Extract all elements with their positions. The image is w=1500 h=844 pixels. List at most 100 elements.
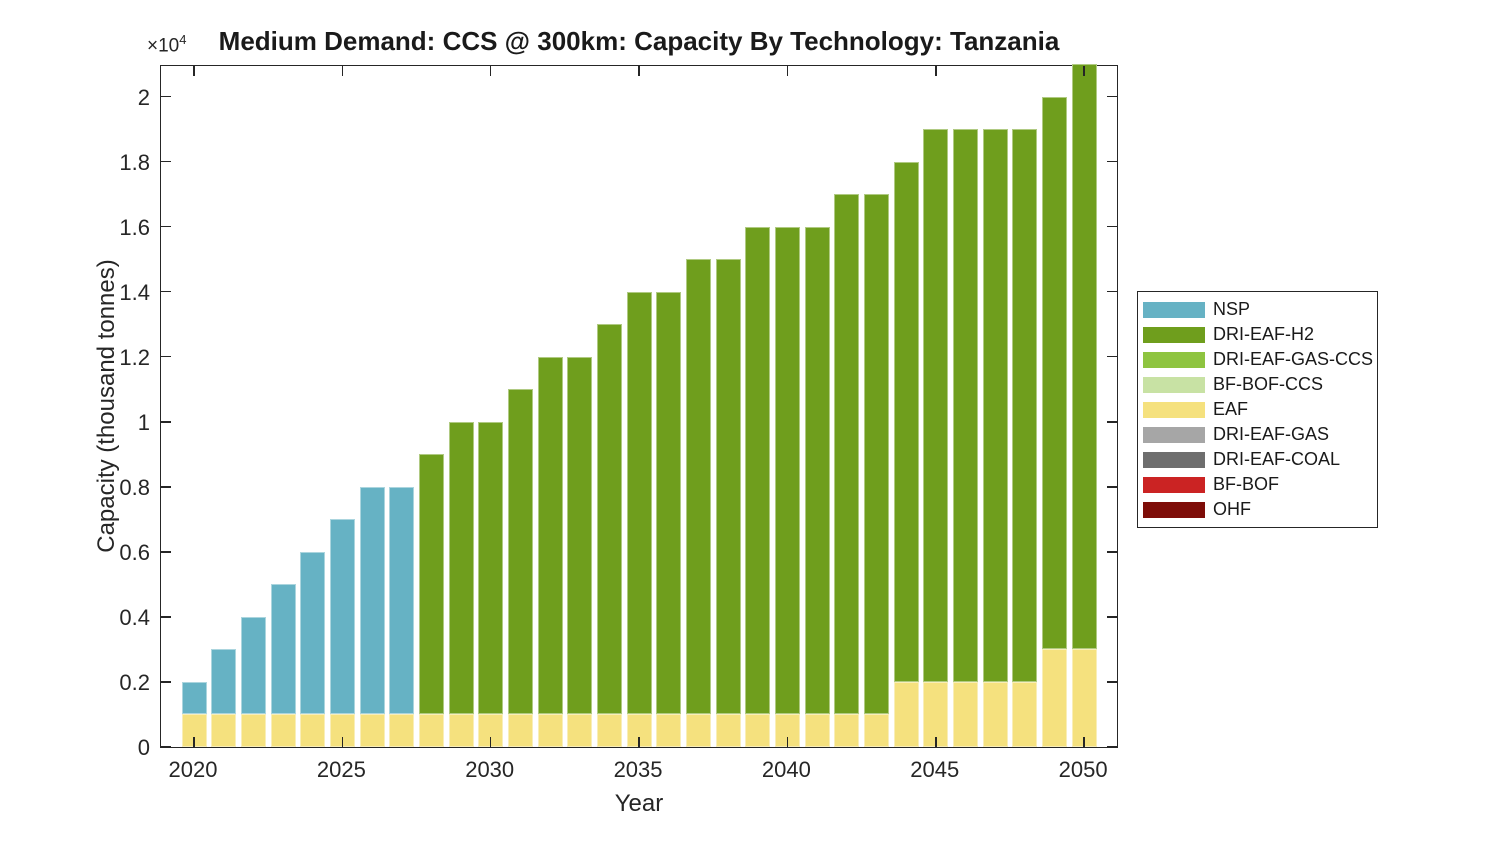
y-tick-left <box>161 160 171 163</box>
bar-segment-2034-dri-eaf-h2 <box>596 324 622 715</box>
legend-label: DRI-EAF-GAS <box>1213 424 1330 444</box>
y-tick-label: 1.6 <box>119 214 150 240</box>
bar-segment-2046-dri-eaf-h2 <box>952 129 978 682</box>
bar-segment-2043-dri-eaf-h2 <box>863 194 889 715</box>
bar-segment-2020-nsp <box>181 681 207 715</box>
legend-label: BF-BOF-CCS <box>1213 374 1323 394</box>
bar-segment-2030-dri-eaf-h2 <box>478 421 504 715</box>
bar-segment-2028-eaf <box>418 714 444 747</box>
bar-segment-2039-dri-eaf-h2 <box>745 226 771 715</box>
bar-segment-2022-eaf <box>240 714 266 747</box>
x-tick-bottom <box>786 737 789 747</box>
y-tick-right <box>1107 681 1117 683</box>
y-tick-label: 0.4 <box>119 604 150 630</box>
bar-segment-2026-eaf <box>359 714 385 747</box>
y-multiplier-exponent: 4 <box>179 32 187 47</box>
legend-swatch-dri-eaf-gas-ccs <box>1143 351 1205 368</box>
x-tick-bottom <box>489 737 492 747</box>
y-tick-left <box>161 225 171 228</box>
bar-segment-2023-nsp <box>270 584 296 715</box>
x-tick-top <box>638 66 640 76</box>
x-tick-label: 2050 <box>1058 757 1108 782</box>
plot-area <box>160 64 1118 748</box>
bar-segment-2032-eaf <box>537 714 563 747</box>
y-tick-label: 1 <box>137 409 150 435</box>
x-tick-bottom <box>341 737 344 747</box>
y-tick-label: 0.2 <box>119 669 150 695</box>
y-tick-left <box>161 551 171 553</box>
legend-item-ohf: OHF <box>1143 499 1377 520</box>
bar-segment-2026-nsp <box>359 486 385 715</box>
y-tick-left <box>161 681 171 683</box>
y-axis-exponent-label: ×104 <box>147 32 186 57</box>
y-tick-right <box>1107 290 1117 293</box>
x-tick-top <box>786 66 789 76</box>
legend-item-bf-bof: BF-BOF <box>1143 474 1377 495</box>
legend-label: EAF <box>1213 399 1249 419</box>
x-tick-top <box>341 66 344 76</box>
x-tick-label: 2035 <box>613 757 663 782</box>
y-tick-label: 1.8 <box>119 149 150 175</box>
y-tick-label: 2 <box>137 84 150 110</box>
y-tick-left <box>161 486 171 488</box>
bar-segment-2043-eaf <box>863 714 889 747</box>
bar-segment-2035-dri-eaf-h2 <box>626 291 652 715</box>
bar-segment-2049-dri-eaf-h2 <box>1041 96 1067 650</box>
legend-item-dri-eaf-gas-ccs: DRI-EAF-GAS-CCS <box>1143 349 1377 370</box>
legend-label: DRI-EAF-COAL <box>1213 449 1341 469</box>
x-tick-label: 2040 <box>761 757 811 782</box>
bar-segment-2044-eaf <box>893 681 919 747</box>
bar-segment-2021-nsp <box>211 649 237 715</box>
x-tick-label: 2030 <box>465 757 515 782</box>
legend-label: DRI-EAF-GAS-CCS <box>1213 349 1374 369</box>
y-tick-right <box>1107 746 1117 748</box>
bar-segment-2022-nsp <box>240 616 266 715</box>
bar-segment-2038-eaf <box>715 714 741 747</box>
bar-segment-2029-eaf <box>448 714 474 747</box>
bar-segment-2048-eaf <box>1012 681 1038 747</box>
bar-segment-2041-dri-eaf-h2 <box>804 226 830 715</box>
bar-segment-2045-eaf <box>923 681 949 747</box>
y-tick-label: 1.4 <box>119 279 150 305</box>
bar-segment-2034-eaf <box>596 714 622 747</box>
x-tick-label: 2045 <box>910 757 960 782</box>
bar-segment-2021-eaf <box>211 714 237 747</box>
bar-segment-2037-dri-eaf-h2 <box>685 259 711 715</box>
bar-segment-2023-eaf <box>270 714 296 747</box>
bar-segment-2032-dri-eaf-h2 <box>537 356 563 715</box>
legend-swatch-bf-bof <box>1143 476 1205 493</box>
bar-segment-2036-dri-eaf-h2 <box>656 291 682 715</box>
y-tick-left <box>161 746 171 748</box>
legend-swatch-eaf <box>1143 401 1205 418</box>
y-tick-label: 0.6 <box>119 539 150 565</box>
bar-segment-2048-dri-eaf-h2 <box>1012 129 1038 682</box>
x-tick-bottom <box>193 737 195 747</box>
x-tick-label: 2025 <box>316 757 366 782</box>
x-tick-bottom <box>638 737 640 747</box>
chart-title: Medium Demand: CCS @ 300km: Capacity By … <box>218 26 1060 56</box>
bar-segment-2044-dri-eaf-h2 <box>893 161 919 682</box>
bar-segment-2036-eaf <box>656 714 682 747</box>
y-tick-left <box>161 421 171 423</box>
bar-segment-2037-eaf <box>685 714 711 747</box>
bar-segment-2039-eaf <box>745 714 771 747</box>
x-tick-bottom <box>935 737 937 747</box>
bar-segment-2024-nsp <box>300 551 326 715</box>
bar-segment-2027-nsp <box>389 486 415 715</box>
legend-item-nsp: NSP <box>1143 299 1377 320</box>
y-tick-left <box>161 355 171 358</box>
bar-segment-2047-dri-eaf-h2 <box>982 129 1008 682</box>
bar-segment-2038-dri-eaf-h2 <box>715 259 741 715</box>
x-tick-bottom <box>1083 737 1085 747</box>
bar-segment-2033-dri-eaf-h2 <box>567 356 593 715</box>
legend-item-eaf: EAF <box>1143 399 1377 420</box>
x-axis-label: Year <box>614 790 664 817</box>
legend-item-dri-eaf-coal: DRI-EAF-COAL <box>1143 449 1377 470</box>
x-tick-top <box>489 66 492 76</box>
y-tick-left <box>161 290 171 293</box>
x-tick-label: 2020 <box>168 757 218 782</box>
bar-segment-2024-eaf <box>300 714 326 747</box>
y-tick-right <box>1107 486 1117 488</box>
legend-label: OHF <box>1213 499 1251 519</box>
bar-segment-2033-eaf <box>567 714 593 747</box>
